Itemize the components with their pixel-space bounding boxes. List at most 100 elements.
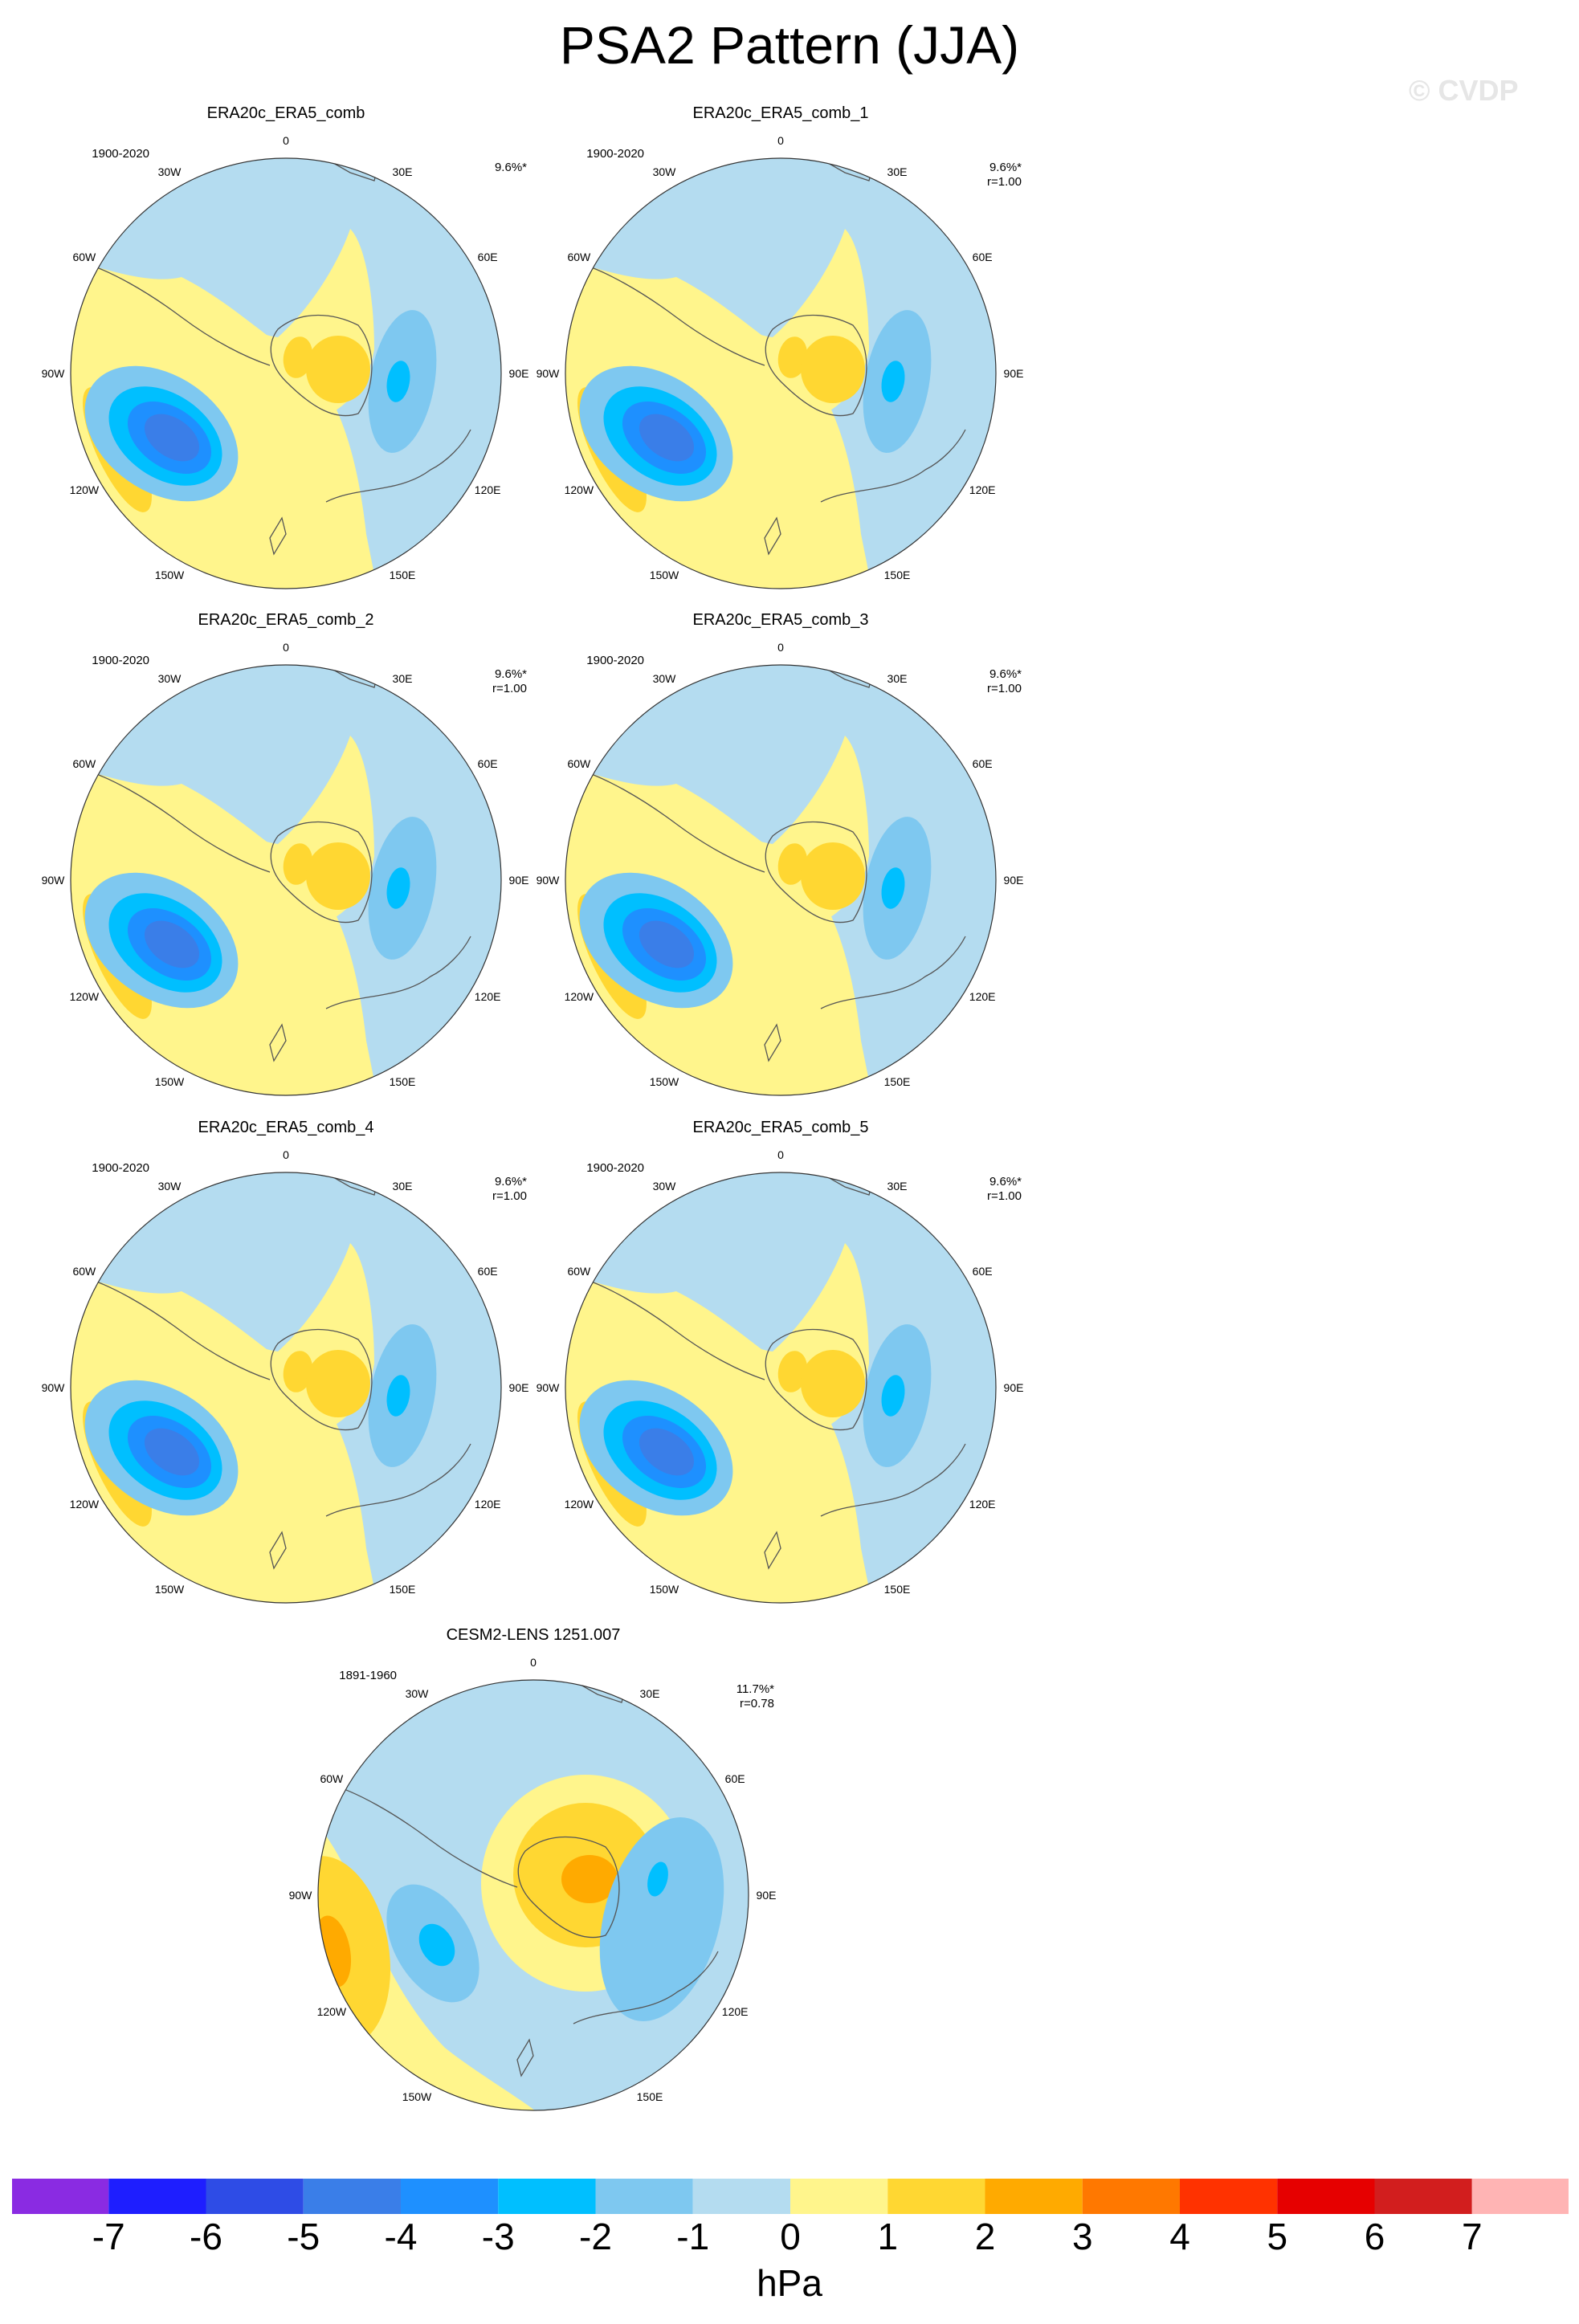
negative-anomaly-core <box>418 1923 455 1967</box>
positive-anomaly-core-1 <box>777 336 808 378</box>
colorbar-tick-label: -7 <box>92 2216 125 2257</box>
longitude-label: 150E <box>637 2090 663 2103</box>
positive-anomaly-south-atlantic <box>343 1172 365 1182</box>
longitude-label: 60W <box>320 1772 344 1785</box>
longitude-label: 0 <box>530 1656 537 1669</box>
longitude-label: 120E <box>969 483 996 496</box>
longitude-label: 90E <box>1004 367 1024 380</box>
panel-years: 1900-2020 <box>92 1161 149 1175</box>
colorbar-tick-label: 0 <box>780 2216 801 2257</box>
panel-years: 1900-2020 <box>586 147 644 161</box>
longitude-label: 60W <box>72 757 96 770</box>
negative-anomaly-core <box>639 920 695 968</box>
panel-variance: 9.6%* r=1.00 <box>909 667 1022 696</box>
colorbar <box>11 2178 1569 2215</box>
longitude-label: 90E <box>509 874 529 887</box>
new-zealand-coastline <box>764 516 781 556</box>
positive-anomaly-south-atlantic <box>838 1172 860 1182</box>
panel-variance: 9.6%* r=1.00 <box>909 1175 1022 1204</box>
longitude-label: 150W <box>155 1075 185 1088</box>
negative-anomaly-east-core <box>386 361 410 402</box>
longitude-label: 30E <box>887 1180 908 1193</box>
negative-anomaly-core <box>639 414 695 462</box>
colorbar-tick-label: 1 <box>877 2216 899 2257</box>
colorbar-swatch <box>206 2178 304 2215</box>
longitude-label: 0 <box>777 134 784 147</box>
longitude-label: 0 <box>777 641 784 654</box>
panel-years: 1900-2020 <box>586 654 644 667</box>
pattern-correlation: r=1.00 <box>492 1189 527 1203</box>
panel-title: ERA20c_ERA5_comb_2 <box>198 611 374 629</box>
longitude-label: 150E <box>390 569 416 581</box>
negative-anomaly-core <box>144 414 200 462</box>
colorbar-swatch <box>1180 2178 1278 2215</box>
australia-coastline <box>325 1443 471 1517</box>
longitude-label: 150W <box>650 569 679 581</box>
polar-stereographic-map: 030E60E90E120E150E180150W120W90W60W30W <box>537 134 1024 589</box>
longitude-label: 30E <box>393 672 413 685</box>
longitude-label: 0 <box>283 641 289 654</box>
polar-stereographic-map: 030E60E90E120E150E180150W120W90W60W30W <box>42 1148 528 1604</box>
africa-coastline <box>816 1172 878 1196</box>
longitude-label: 60E <box>478 1265 498 1278</box>
map-panel: ERA20c_ERA5_comb_4 1900-2020 9.6%* r=1.00 0 3… <box>29 1119 543 1608</box>
longitude-label: 90E <box>757 1889 777 1902</box>
new-zealand-coastline <box>269 516 287 556</box>
variance-explained: 9.6%* <box>494 667 527 681</box>
colorbar-swatch <box>1374 2178 1472 2215</box>
map-panel: ERA20c_ERA5_comb 1900-2020 9.6%* 0 30E 60E 90E… <box>29 104 543 594</box>
colorbar-swatch <box>498 2178 596 2215</box>
africa-coastline <box>321 158 383 181</box>
colorbar-swatch <box>108 2178 206 2215</box>
pattern-correlation: r=1.00 <box>987 1189 1022 1203</box>
longitude-label: 30W <box>653 672 677 685</box>
south-america-coastline <box>76 1274 271 1380</box>
longitude-label: 30W <box>653 165 677 178</box>
positive-anomaly-south-atlantic <box>838 665 860 675</box>
longitude-label: 30W <box>158 1180 182 1193</box>
longitude-label: 150W <box>155 569 185 581</box>
variance-explained: 9.6%* <box>989 161 1022 174</box>
positive-anomaly-core-2 <box>801 336 865 403</box>
colorbar-tick-label: 7 <box>1461 2216 1483 2257</box>
watermark: © CVDP <box>1409 74 1519 107</box>
positive-anomaly-antarctic-peak <box>561 1855 618 1903</box>
panel-title: CESM2-LENS 1251.007 <box>446 1626 621 1644</box>
positive-anomaly-core-2 <box>801 842 865 910</box>
panel-title: ERA20c_ERA5_comb_1 <box>692 104 869 122</box>
panel-title: ERA20c_ERA5_comb_3 <box>692 611 869 629</box>
longitude-label: 90E <box>1004 874 1024 887</box>
longitude-label: 30E <box>887 165 908 178</box>
australia-coastline <box>820 1443 966 1517</box>
longitude-label: 90W <box>42 874 66 887</box>
colorbar-swatch <box>595 2178 693 2215</box>
longitude-label: 30W <box>653 1180 677 1193</box>
longitude-label: 60W <box>567 251 591 263</box>
antarctica-coastline <box>270 1328 373 1431</box>
longitude-label: 90W <box>42 367 66 380</box>
positive-anomaly-south-atlantic <box>541 1645 606 1680</box>
negative-anomaly-east <box>599 1817 724 2021</box>
positive-anomaly-south-atlantic <box>838 158 860 168</box>
africa-coastline <box>816 158 878 181</box>
colorbar-tick-label: -4 <box>384 2216 418 2257</box>
map-border <box>565 664 997 1096</box>
longitude-label: 90W <box>537 874 561 887</box>
australia-coastline <box>820 429 966 503</box>
map-panel: ERA20c_ERA5_comb_5 1900-2020 9.6%* r=1.00 0 3… <box>524 1119 1038 1608</box>
colorbar-tick-label: 5 <box>1267 2216 1288 2257</box>
longitude-label: 120E <box>722 2005 749 2018</box>
negative-anomaly-core <box>144 1428 200 1476</box>
longitude-label: 30E <box>887 672 908 685</box>
new-zealand-coastline <box>269 1023 287 1062</box>
longitude-label: 90W <box>42 1381 66 1394</box>
longitude-label: 150E <box>884 1075 911 1088</box>
positive-anomaly-core-1 <box>283 843 313 885</box>
panel-title: ERA20c_ERA5_comb_5 <box>692 1119 869 1136</box>
longitude-label: 60W <box>567 757 591 770</box>
panel-variance: 9.6%* r=1.00 <box>414 1175 527 1204</box>
south-america-coastline <box>76 767 271 873</box>
new-zealand-coastline <box>764 1531 781 1570</box>
longitude-label: 0 <box>283 1148 289 1161</box>
colorbar-swatch <box>401 2178 499 2215</box>
